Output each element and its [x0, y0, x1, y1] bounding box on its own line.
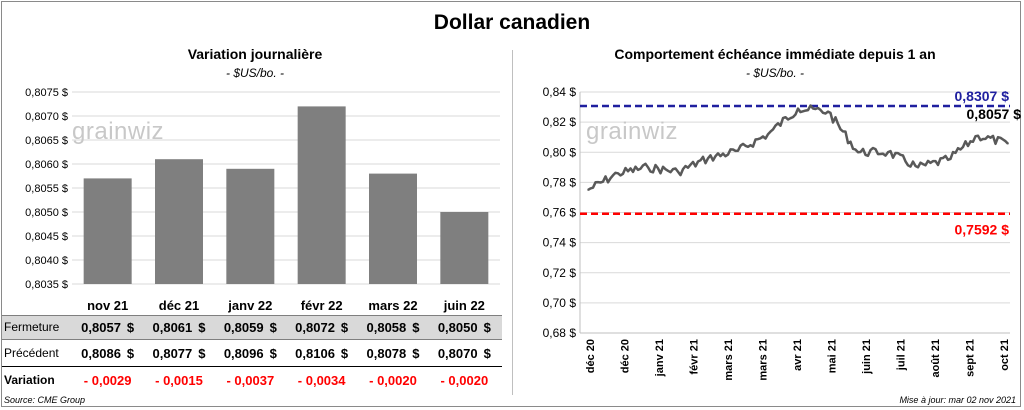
line-y-tick: 0,84 $: [543, 85, 577, 99]
line-chart: 0,68 $ 0,70 $ 0,72 $ 0,74 $ 0,76 $ 0,78 $ 0,80…: [543, 85, 1022, 381]
table-cell: 0,8059 $: [223, 320, 277, 335]
page-title: Dollar canadien: [433, 11, 591, 34]
price-series-point: [1007, 142, 1009, 145]
line-x-tick: mars 21: [723, 339, 735, 381]
price-series-point: [617, 172, 619, 175]
bar-x-tick: juin 22: [443, 298, 485, 313]
table-cell: 0,8070 $: [437, 346, 491, 361]
bar-y-tick: 0,8060 $: [25, 159, 68, 171]
line-x-tick: mars 21: [758, 339, 770, 381]
bar-x-tick: mars 22: [368, 298, 417, 313]
bar: [369, 173, 417, 284]
line-y-tick: 0,76 $: [543, 206, 577, 220]
table-cell: 0,8050 $: [437, 320, 491, 335]
price-series-point: [737, 149, 739, 152]
bar-y-tick: 0,8045 $: [25, 231, 68, 243]
update-note: Mise à jour: mar 02 nov 2021: [899, 395, 1016, 405]
bar: [83, 178, 132, 284]
table-row: Précédent 0,8086 $ 0,8077 $ 0,8096 $ 0,8106 $ 0,8…: [2, 342, 502, 365]
bar: [226, 168, 275, 284]
bar-x-tick: déc 21: [159, 298, 199, 313]
line-y-tick: 0,72 $: [543, 266, 577, 280]
bar-y-tick: 0,8050 $: [25, 207, 68, 219]
price-series-point: [917, 166, 919, 169]
table-cell: - 0,0020: [440, 373, 489, 388]
bar-y-tick: 0,8075 $: [25, 87, 68, 99]
price-series-point: [827, 110, 829, 113]
bar-x-tick: févr 22: [301, 298, 343, 313]
line-y-tick: 0,78 $: [543, 175, 577, 189]
bar-y-tick: 0,8040 $: [25, 255, 68, 267]
right-chart-unit: - $US/bo. -: [745, 66, 805, 80]
table-cell: 0,8061 $: [152, 320, 206, 335]
table-cell: 0,8057 $: [81, 320, 135, 335]
line-x-tick: juil 21: [896, 339, 908, 371]
table-cell: - 0,0037: [226, 373, 275, 388]
line-x-tick: févr 21: [689, 339, 701, 374]
line-y-tick: 0,80 $: [543, 145, 577, 159]
table-cell: 0,8072 $: [295, 320, 349, 335]
high-label: 0,8307 $: [955, 88, 1010, 104]
price-series-point: [587, 189, 589, 191]
table-cell: - 0,0020: [369, 373, 417, 388]
table-cell: 0,8086 $: [81, 346, 135, 361]
last-label: 0,8057 $: [967, 106, 1022, 122]
price-series-point: [677, 171, 679, 173]
panel-divider: [512, 50, 513, 395]
left-chart-unit: - $US/bo. -: [225, 66, 285, 80]
price-series-point: [947, 158, 949, 161]
source-note: Source: CME Group: [4, 395, 86, 405]
row-label: Variation: [4, 373, 55, 387]
price-series-point: [887, 151, 889, 154]
price-series-point: [857, 151, 859, 154]
table-cell: 0,8106 $: [295, 346, 349, 361]
row-label: Précédent: [4, 346, 59, 360]
line-x-tick: avr 21: [792, 339, 804, 371]
line-x-tick: déc 20: [585, 339, 597, 373]
table-cell: 0,8078 $: [366, 346, 420, 361]
bar-y-tick: 0,8070 $: [25, 111, 68, 123]
price-series-point: [707, 157, 709, 160]
bar-x-tick: janv 22: [227, 298, 272, 313]
right-chart-title: Comportement échéance immédiate depuis 1…: [614, 46, 936, 62]
line-x-tick: juin 21: [861, 339, 873, 375]
watermark-left: grainwiz: [72, 118, 165, 145]
line-x-tick: sept 21: [965, 339, 977, 377]
bar-x-tick: nov 21: [87, 298, 128, 313]
line-y-tick: 0,74 $: [543, 236, 577, 250]
price-series-point: [647, 166, 649, 169]
line-x-tick: août 21: [930, 339, 942, 378]
line-y-tick: 0,68 $: [543, 326, 577, 340]
line-x-tick: déc 20: [620, 339, 632, 373]
bar: [440, 212, 489, 284]
price-series-point: [977, 134, 979, 137]
table-row: Fermeture 0,8057 $ 0,8061 $ 0,8059 $ 0,8072 $ 0,8…: [2, 315, 502, 340]
row-label: Fermeture: [4, 320, 60, 334]
left-chart-title: Variation journalière: [187, 46, 323, 62]
table-cell: - 0,0034: [297, 373, 346, 388]
line-x-tick: janv 21: [654, 339, 666, 377]
bar-y-tick: 0,8065 $: [25, 135, 68, 147]
table-cell: - 0,0015: [155, 373, 203, 388]
low-label: 0,7592 $: [955, 222, 1010, 238]
table-cell: 0,8096 $: [223, 346, 277, 361]
table-rule: [2, 366, 502, 367]
table-cell: 0,8077 $: [152, 346, 206, 361]
table-cell: 0,8058 $: [366, 320, 420, 335]
line-y-tick: 0,82 $: [543, 115, 577, 129]
price-series-point: [767, 133, 769, 135]
bar-y-tick: 0,8055 $: [25, 183, 68, 195]
bar: [155, 159, 203, 284]
line-x-tick: oct 21: [999, 339, 1011, 371]
bar-y-tick: 0,8035 $: [25, 279, 68, 291]
bar: [297, 106, 346, 285]
watermark-right: grainwiz: [586, 118, 679, 145]
line-x-tick: mai 21: [827, 339, 839, 373]
price-series-point: [797, 107, 799, 110]
table-row: Variation - 0,0029 - 0,0015 - 0,0037 - 0,003…: [2, 369, 502, 392]
bar-chart: 0,8035 $ 0,8040 $ 0,8045 $ 0,8050 $ 0,8055 $…: [25, 87, 500, 313]
table-cell: - 0,0029: [83, 373, 132, 388]
line-y-tick: 0,70 $: [543, 296, 577, 310]
